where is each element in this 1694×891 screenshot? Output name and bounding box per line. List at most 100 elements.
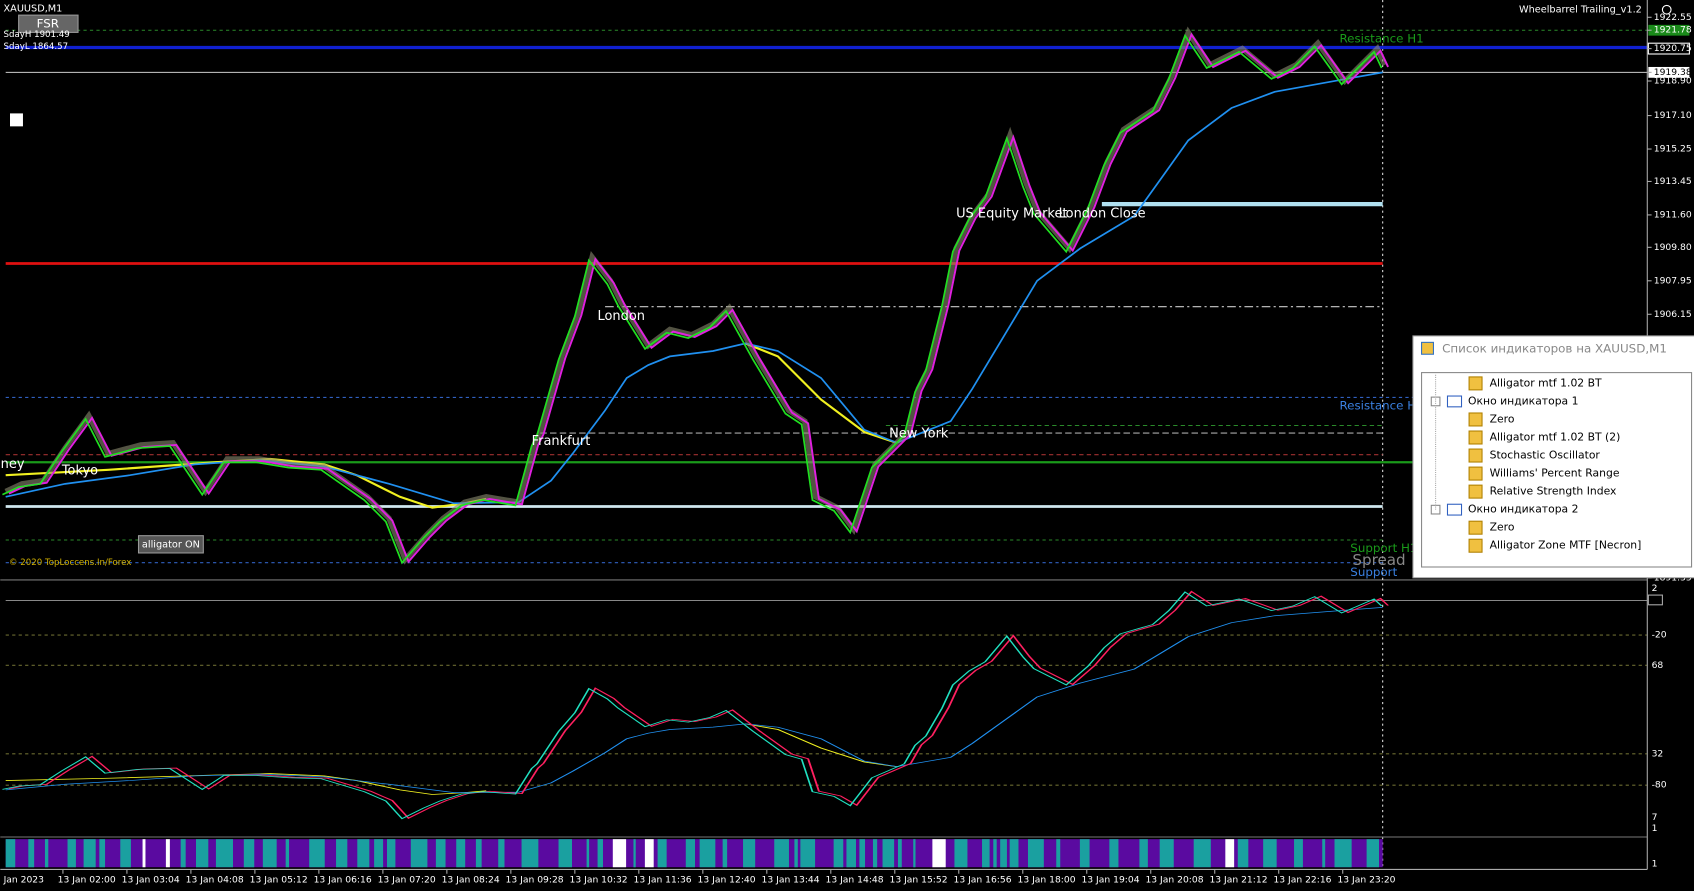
zone-stripe xyxy=(1079,839,1090,868)
zone-stripe xyxy=(633,839,636,868)
zone-stripe xyxy=(374,839,384,868)
time-label: 13 Jan 18:00 xyxy=(1017,875,1075,886)
info-text: SdayL 1864.57 xyxy=(4,42,69,52)
session-label: US Equity Market xyxy=(956,206,1067,221)
checkbox[interactable] xyxy=(10,113,23,127)
zone-stripe xyxy=(1139,839,1148,868)
zone-stripe xyxy=(1056,839,1061,868)
session-label: Frankfurt xyxy=(532,434,591,449)
indicator-node: Relative Strength Index xyxy=(1490,485,1617,498)
indicator-icon xyxy=(1468,412,1483,427)
window-icon xyxy=(1421,341,1434,355)
time-label: 13 Jan 22:16 xyxy=(1273,875,1331,886)
session-label: London Close xyxy=(1059,206,1146,221)
indicator-icon xyxy=(1468,484,1483,499)
zone-stripe xyxy=(1000,839,1007,868)
indicator-icon xyxy=(1468,448,1483,463)
indicator-icon xyxy=(1468,520,1483,535)
alligator-button[interactable] xyxy=(137,535,204,554)
time-label: 13 Jan 06:16 xyxy=(314,875,372,886)
zone-stripe xyxy=(99,839,106,868)
zone-stripe xyxy=(1294,839,1303,868)
zone-stripe xyxy=(67,839,76,868)
zone-stripe xyxy=(872,839,878,868)
price-box xyxy=(1648,66,1690,78)
time-label: 13 Jan 03:04 xyxy=(122,875,180,886)
sub-axis-label: 2 xyxy=(1652,583,1658,594)
zone-stripe xyxy=(882,839,895,868)
level-label: Resistance H1 xyxy=(1339,31,1423,45)
zone-stripe xyxy=(612,839,627,868)
sub-axis-label: 1 xyxy=(1652,823,1658,834)
zone-stripe xyxy=(685,839,696,868)
price-label: 1918.90 xyxy=(1654,76,1692,87)
zone-stripe xyxy=(743,839,756,868)
zone-stripe xyxy=(1027,839,1044,868)
zone-stripe xyxy=(243,839,255,868)
zone-stripe xyxy=(456,839,466,868)
indicator-tree: Alligator mtf 1.02 BT Окно индикатора 1 Ze… xyxy=(1430,374,1641,553)
zone-stripe xyxy=(180,839,186,868)
indicator-pane xyxy=(0,590,1663,838)
session-label: Tokyo xyxy=(61,463,98,478)
zone-stripe xyxy=(521,839,539,868)
zone-stripe xyxy=(498,839,505,868)
price-box xyxy=(1648,24,1690,36)
zone-stripe xyxy=(387,839,396,868)
level-labels: Resistance H1 Resistance H Support H1 Suppo… xyxy=(1339,31,1423,579)
sub-axis-label: 68 xyxy=(1652,660,1664,671)
price-label: 1920.75 xyxy=(1654,43,1692,54)
zone-stripe xyxy=(195,839,209,868)
indicator-node: Williams' Percent Range xyxy=(1490,467,1620,480)
indicator-icon xyxy=(1468,538,1483,553)
indicator-icon xyxy=(1468,466,1483,481)
time-label: 13 Jan 16:56 xyxy=(954,875,1012,886)
zone-stripe xyxy=(913,839,916,868)
zone-stripe xyxy=(1334,839,1352,868)
window-node: Окно индикатора 1 xyxy=(1468,394,1578,407)
zone-stripe xyxy=(993,839,997,868)
expert-icon xyxy=(1661,4,1672,15)
zone-stripe xyxy=(142,839,146,868)
fsr-button[interactable] xyxy=(18,14,79,33)
zone-stripe xyxy=(1193,839,1211,868)
zone-stripe xyxy=(1009,839,1019,868)
zone-stripe xyxy=(699,839,716,868)
zone-stripe xyxy=(309,839,325,868)
sub-axis-label: -80 xyxy=(1652,780,1667,791)
info-text: SdayH 1901.49 xyxy=(4,30,70,40)
price-label: 1911.60 xyxy=(1654,209,1692,220)
time-label: 13 Jan 12:40 xyxy=(698,875,756,886)
level-label: Support xyxy=(1350,565,1397,579)
zone-stripe xyxy=(165,839,170,868)
session-label: Sydney xyxy=(0,457,25,472)
chart-title: XAUUSD,M1 xyxy=(4,4,63,15)
zone-stripe xyxy=(120,839,131,868)
zone-stripe xyxy=(833,839,844,868)
zone-stripe xyxy=(262,839,277,868)
zone-stripe xyxy=(954,839,968,868)
zone-stripe xyxy=(5,839,16,868)
indicator-node: Zero xyxy=(1490,521,1515,534)
level-label: Support H1 xyxy=(1350,541,1417,555)
zone-stripe xyxy=(597,839,603,868)
zone-stripe xyxy=(1366,839,1380,868)
time-label: 13 Jan 02:00 xyxy=(58,875,116,886)
time-label: 13 Jan 13:44 xyxy=(762,875,820,886)
time-label: 13 Jan 14:48 xyxy=(826,875,884,886)
zone-stripe xyxy=(558,839,572,868)
sub-axis-label: 7 xyxy=(1652,812,1658,823)
time-label: 13 Jan 23:20 xyxy=(1337,875,1395,886)
zone-stripe xyxy=(1322,839,1326,868)
price-label: 1921.78 xyxy=(1654,25,1692,36)
sub-axis-label: -20 xyxy=(1652,630,1667,641)
zone-stripe xyxy=(44,839,49,868)
zone-stripe xyxy=(215,839,233,868)
level-label: Spread xyxy=(1352,551,1405,569)
session-labels: Sydney Tokyo Frankfurt London New York US Equ… xyxy=(0,206,1146,478)
price-label: 1915.25 xyxy=(1654,144,1692,155)
time-label: 13 Jan 11:36 xyxy=(634,875,692,886)
indicator-list-window: Список индикаторов на XAUUSD,M1 xyxy=(1412,335,1694,579)
